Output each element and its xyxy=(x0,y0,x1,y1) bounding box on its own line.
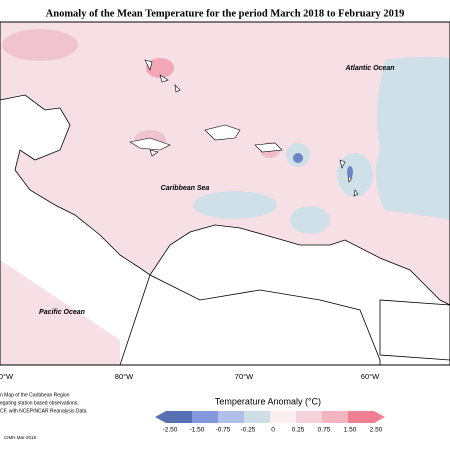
credit-line: n Map of the Caribbean Region xyxy=(0,392,70,398)
credit-line: CIMH Mar-2019 xyxy=(4,435,37,440)
longitude-label: 80°W xyxy=(115,372,134,381)
longitude-label: 60°W xyxy=(361,372,380,381)
longitude-label: 70°W xyxy=(235,372,254,381)
longitude-label: 0°W xyxy=(0,372,14,381)
legend: Temperature Anomaly (°C) -2.50 -1.50 -0.… xyxy=(155,396,385,434)
credit-line: CF, with NCEP/NCAR Reanalysis Data. xyxy=(0,408,88,414)
legend-tick: 0.75 xyxy=(318,427,331,434)
legend-tick: 2.50 xyxy=(370,427,383,434)
credit-line: egating station based observations, xyxy=(0,400,79,406)
legend-title: Temperature Anomaly (°C) xyxy=(215,396,321,406)
legend-tick: 1.50 xyxy=(344,427,357,434)
ocean-label: Pacific Ocean xyxy=(39,309,85,316)
map-title: Anomaly of the Mean Temperature for the … xyxy=(46,8,405,19)
legend-tick: -1.50 xyxy=(190,427,205,434)
legend-tick: -2.50 xyxy=(163,427,178,434)
legend-tick: 0 xyxy=(271,427,275,434)
legend-tick: 0.25 xyxy=(292,427,305,434)
legend-tick: -0.75 xyxy=(216,427,231,434)
sea-label: Caribbean Sea xyxy=(161,185,210,192)
legend-tick: -0.25 xyxy=(241,427,256,434)
ocean-label: Atlantic Ocean xyxy=(344,65,394,72)
map xyxy=(0,21,450,366)
